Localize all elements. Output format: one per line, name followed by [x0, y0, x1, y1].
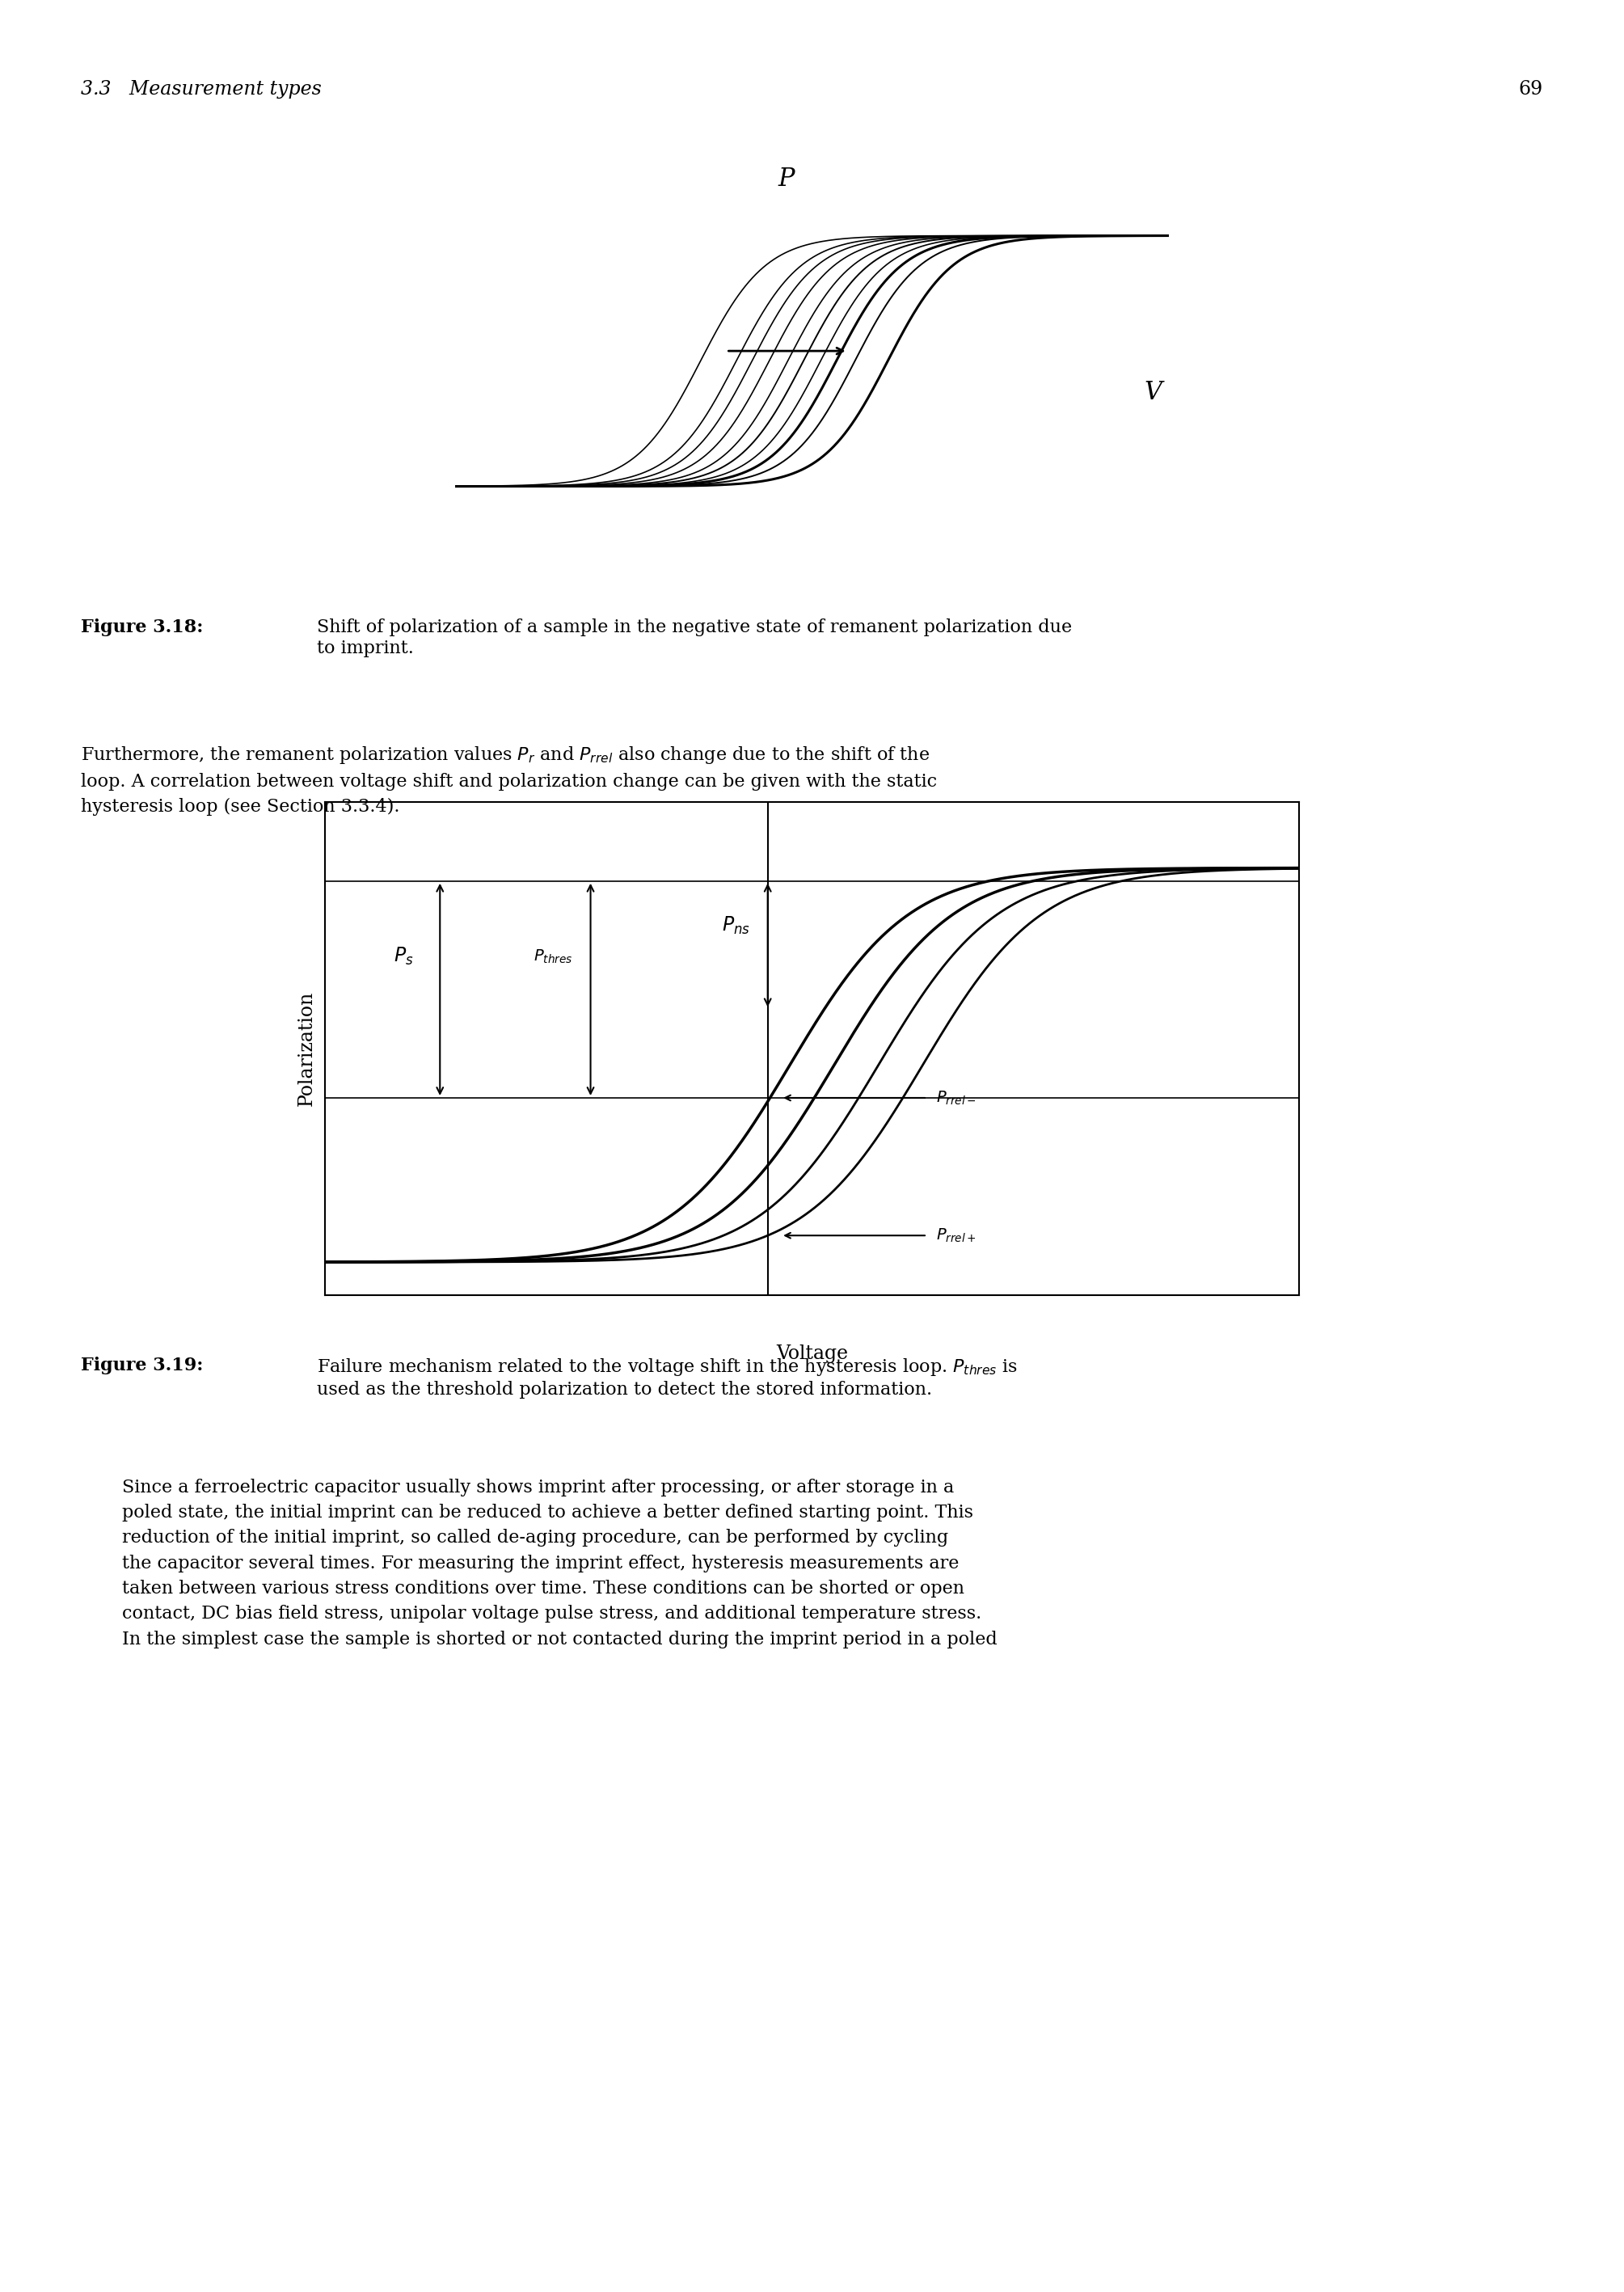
Text: Figure 3.19:: Figure 3.19:: [81, 1357, 203, 1375]
Text: $P_{rrel-}$: $P_{rrel-}$: [935, 1089, 976, 1107]
Text: $P_{rrel+}$: $P_{rrel+}$: [935, 1226, 976, 1245]
Text: Figure 3.18:: Figure 3.18:: [81, 619, 203, 637]
Text: Since a ferroelectric capacitor usually shows imprint after processing, or after: Since a ferroelectric capacitor usually …: [122, 1478, 997, 1648]
Text: 3.3   Measurement types: 3.3 Measurement types: [81, 80, 322, 99]
Y-axis label: Polarization: Polarization: [297, 990, 315, 1107]
Text: Voltage: Voltage: [776, 1343, 848, 1364]
Text: $P_{ns}$: $P_{ns}$: [721, 915, 750, 935]
Text: $P_{thres}$: $P_{thres}$: [534, 949, 573, 965]
Text: Furthermore, the remanent polarization values $P_r$ and $P_{rrel}$ also change d: Furthermore, the remanent polarization v…: [81, 745, 937, 816]
Text: P: P: [778, 167, 794, 193]
Text: $P_s$: $P_s$: [393, 947, 414, 967]
Text: Failure mechanism related to the voltage shift in the hysteresis loop. $P_{thres: Failure mechanism related to the voltage…: [317, 1357, 1018, 1398]
Text: Shift of polarization of a sample in the negative state of remanent polarization: Shift of polarization of a sample in the…: [317, 619, 1072, 658]
Text: 69: 69: [1518, 80, 1543, 99]
Text: V: V: [1145, 380, 1163, 406]
